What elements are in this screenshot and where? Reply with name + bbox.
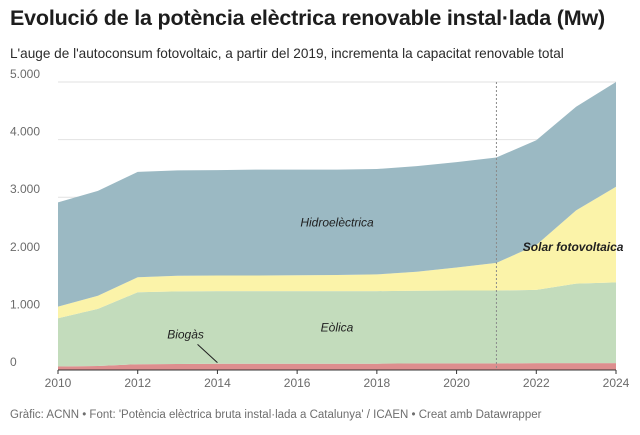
x-tick-label: 2016 (284, 376, 311, 390)
x-tick-label: 2010 (45, 376, 72, 390)
y-tick-label: 0 (10, 355, 17, 369)
area-e-lica (58, 282, 616, 367)
x-tick-label: 2020 (443, 376, 470, 390)
series-label: Eòlica (321, 320, 354, 334)
biogas-leader-line (197, 343, 218, 364)
y-tick-label: 1.000 (10, 297, 40, 311)
x-tick-label: 2014 (204, 376, 231, 390)
y-tick-label: 2.000 (10, 240, 40, 254)
chart-footer: Gràfic: ACNN • Font: 'Potència elèctrica… (10, 409, 542, 421)
x-tick-label: 2012 (124, 376, 151, 390)
x-tick-label: 2022 (523, 376, 550, 390)
x-tick-label: 2024 (603, 376, 630, 390)
area-biog-s (58, 363, 616, 370)
chart-subtitle: L'auge de l'autoconsum fotovoltaic, a pa… (10, 46, 564, 61)
series-label: Solar fotovoltaica (523, 240, 624, 254)
x-tick-label: 2018 (364, 376, 391, 390)
area-solar-fotovoltaica (58, 186, 616, 319)
series-label: Hidroelèctrica (300, 215, 374, 229)
y-tick-label: 3.000 (10, 182, 40, 196)
y-tick-label: 5.000 (10, 67, 40, 81)
chart-title: Evolució de la potència elèctrica renova… (10, 6, 605, 30)
series-label: Biogàs (167, 327, 204, 341)
y-tick-label: 4.000 (10, 125, 40, 139)
area-hidroel-ctrica (58, 82, 616, 307)
